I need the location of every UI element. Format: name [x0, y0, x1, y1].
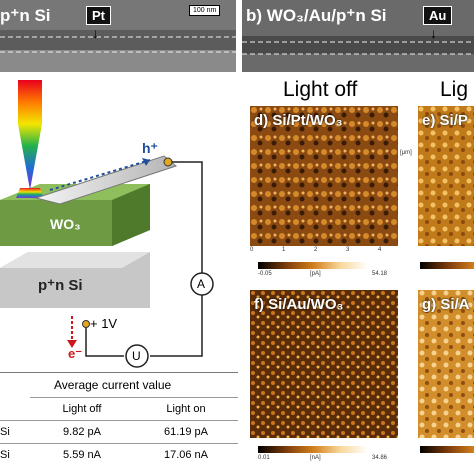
- afm-label-f: f) Si/Au/WO₃: [254, 296, 344, 313]
- light-beam: [18, 80, 42, 190]
- ammeter-icon: [190, 272, 214, 296]
- table-header: Average current value: [0, 372, 238, 397]
- cafm-schematic: [0, 80, 214, 368]
- voltage-source-icon: [125, 344, 149, 368]
- hole-label: h⁺: [142, 140, 158, 156]
- current-table: Average current value Light off Light on…: [0, 372, 238, 466]
- table-row: Si 9.82 pA 61.19 pA: [0, 420, 238, 444]
- afm-map-d: d) Si/Pt/WO₃: [250, 106, 398, 246]
- row-label: Si: [0, 420, 30, 444]
- tick-4: 4: [378, 247, 382, 253]
- tick-1: 1: [282, 247, 286, 253]
- colorbar-max-d: 54.18: [372, 271, 388, 277]
- afm-label-d: d) Si/Pt/WO₃: [254, 112, 343, 129]
- col-light-on: Light on: [134, 397, 238, 421]
- afm-map-g: g) Si/A: [418, 290, 474, 438]
- row-label: Si: [0, 443, 30, 466]
- pt-tag: Pt: [86, 6, 111, 25]
- tick-2: 2: [314, 247, 318, 253]
- colorbar-min-d: -0.05: [258, 271, 272, 277]
- circuit-wire: [150, 161, 203, 357]
- panel-a-label: p⁺n Si: [0, 6, 51, 25]
- afm-map-f: f) Si/Au/WO₃: [250, 290, 398, 438]
- down-arrow-icon: ↓: [430, 25, 437, 41]
- panel-b-label: b) WO₃/Au/p⁺n Si: [246, 6, 387, 25]
- back-contact: [82, 320, 90, 328]
- afm-texture-f: [250, 290, 398, 438]
- afm-texture-g: [418, 290, 474, 438]
- colorbar-unit-d: [pA]: [310, 271, 321, 277]
- cell-off: 9.82 pA: [30, 420, 134, 444]
- si-label: p⁺n Si: [38, 277, 83, 294]
- tem-image-b: b) WO₃/Au/p⁺n Si Au ↓: [242, 0, 474, 72]
- cell-off: 5.59 nA: [30, 443, 134, 466]
- axis-unit-d: [μm]: [400, 150, 412, 156]
- colorbar-g: [420, 446, 474, 453]
- colorbar-e: [420, 262, 474, 269]
- down-arrow-icon: ↓: [92, 25, 99, 41]
- electron-label: e⁻: [68, 346, 83, 361]
- source-label: U: [132, 349, 141, 363]
- cell-on: 61.19 pA: [134, 420, 238, 444]
- tick-0: 0: [250, 247, 254, 253]
- tip-contact: [163, 157, 173, 167]
- colorbar-min-f: 0.01: [258, 455, 270, 461]
- afm-map-e: e) Si/P: [418, 106, 474, 246]
- colorbar-unit-f: [nA]: [310, 455, 321, 461]
- afm-texture-d: [250, 106, 398, 246]
- colorbar-d: [258, 262, 368, 269]
- light-on-header: Lig: [440, 78, 469, 101]
- tem-image-a: p⁺n Si Pt ↓ 100 nm: [0, 0, 236, 72]
- light-off-header: Light off: [283, 78, 358, 101]
- colorbar-max-f: 34.86: [372, 455, 388, 461]
- col-light-off: Light off: [30, 397, 134, 421]
- afm-cantilever: [34, 155, 178, 205]
- cell-on: 17.06 nA: [134, 443, 238, 466]
- ammeter-label: A: [197, 277, 206, 291]
- au-tag: Au: [423, 6, 453, 25]
- afm-label-g: g) Si/A: [422, 296, 470, 313]
- tick-3: 3: [346, 247, 350, 253]
- colorbar-f: [258, 446, 368, 453]
- afm-label-e: e) Si/P: [422, 112, 468, 129]
- scale-bar: 100 nm: [189, 5, 221, 16]
- afm-texture-e: [418, 106, 474, 246]
- table-col-header-row: Light off Light on: [0, 397, 238, 421]
- table-body: Light off Light on Si 9.82 pA 61.19 pA S…: [0, 397, 238, 466]
- wo3-label: WO₃: [50, 216, 81, 232]
- table-row: Si 5.59 nA 17.06 nA: [0, 443, 238, 466]
- bias-label: + 1V: [90, 316, 118, 331]
